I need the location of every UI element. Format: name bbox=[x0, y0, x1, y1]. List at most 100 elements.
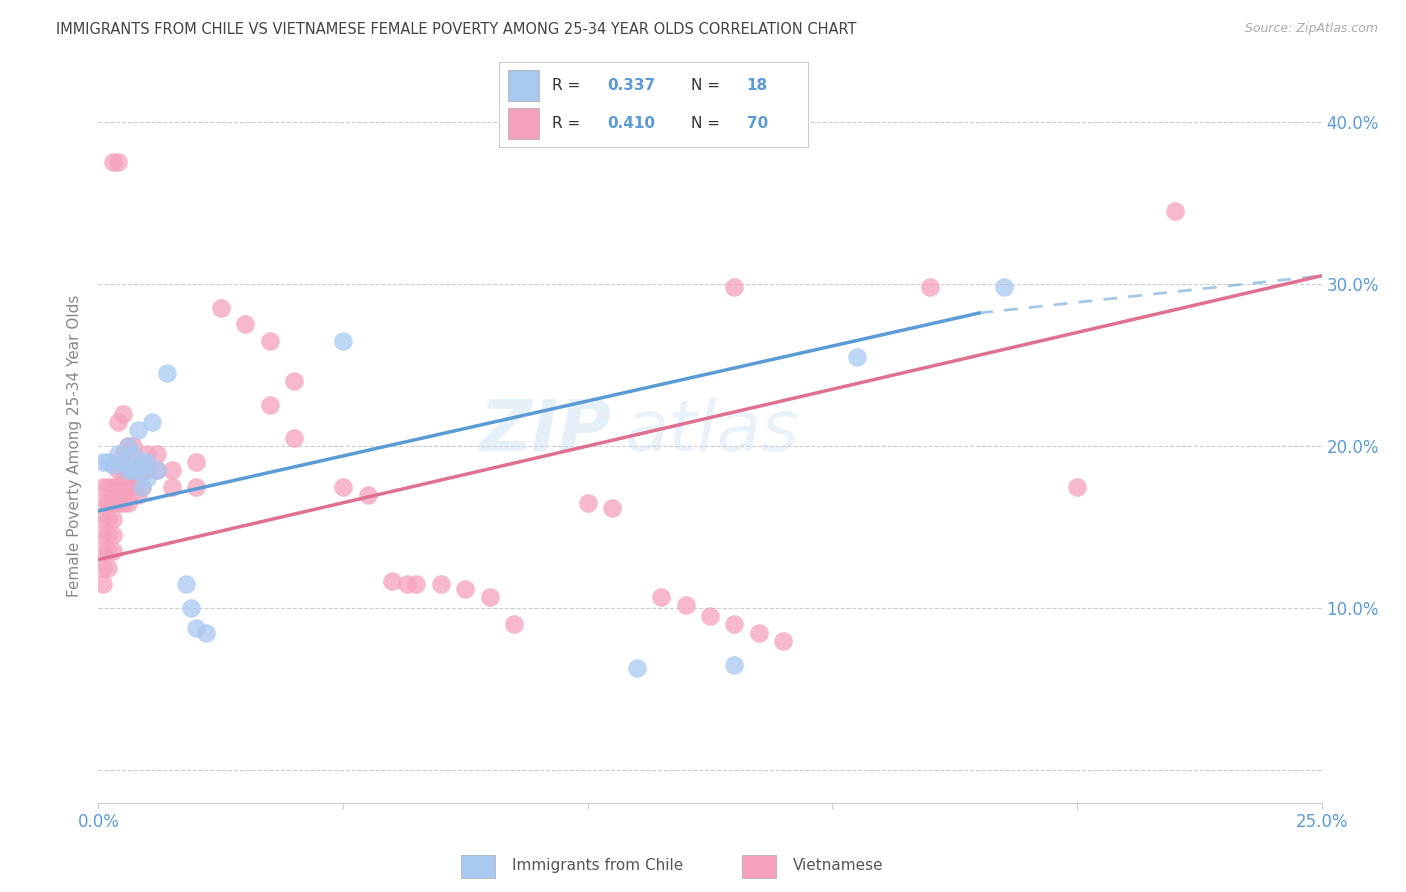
Point bbox=[91, 496, 114, 510]
Point bbox=[91, 544, 114, 558]
Point bbox=[121, 439, 143, 453]
Point bbox=[136, 455, 159, 469]
Point bbox=[723, 657, 745, 672]
Point bbox=[772, 633, 794, 648]
Point bbox=[1164, 203, 1187, 218]
Point bbox=[699, 609, 721, 624]
Point bbox=[160, 463, 183, 477]
Point bbox=[117, 439, 139, 453]
Point bbox=[97, 455, 120, 469]
Bar bbox=[509, 108, 540, 139]
Point bbox=[111, 447, 134, 461]
Point bbox=[117, 496, 139, 510]
Point bbox=[101, 458, 124, 473]
Point bbox=[186, 621, 208, 635]
Point bbox=[920, 280, 942, 294]
Text: ZIP: ZIP bbox=[479, 397, 612, 467]
Text: 0.337: 0.337 bbox=[607, 78, 655, 93]
Point bbox=[146, 447, 169, 461]
Text: Source: ZipAtlas.com: Source: ZipAtlas.com bbox=[1244, 22, 1378, 36]
Point bbox=[97, 496, 120, 510]
Point bbox=[91, 455, 114, 469]
Point bbox=[111, 479, 134, 493]
Point bbox=[91, 560, 114, 574]
Point bbox=[478, 590, 501, 604]
Point bbox=[186, 479, 208, 493]
Point bbox=[626, 661, 648, 675]
Point bbox=[117, 463, 139, 477]
Point bbox=[993, 280, 1015, 294]
Point bbox=[186, 455, 208, 469]
Point bbox=[97, 544, 120, 558]
Point bbox=[101, 544, 124, 558]
Point bbox=[107, 155, 129, 169]
Point bbox=[430, 577, 453, 591]
Text: 0.410: 0.410 bbox=[607, 116, 655, 131]
Point bbox=[107, 447, 129, 461]
Point bbox=[209, 301, 232, 315]
Point bbox=[127, 488, 149, 502]
Point bbox=[180, 601, 202, 615]
Point bbox=[503, 617, 526, 632]
Point bbox=[131, 463, 153, 477]
Point bbox=[156, 366, 179, 380]
Point bbox=[111, 455, 134, 469]
Point bbox=[259, 399, 281, 413]
Point bbox=[131, 479, 153, 493]
Point bbox=[127, 463, 149, 477]
Point bbox=[111, 407, 134, 421]
Text: R =: R = bbox=[551, 78, 585, 93]
Point bbox=[101, 528, 124, 542]
Point bbox=[131, 455, 153, 469]
Point bbox=[107, 463, 129, 477]
Point bbox=[107, 415, 129, 429]
Point bbox=[91, 577, 114, 591]
Point bbox=[101, 512, 124, 526]
Text: Immigrants from Chile: Immigrants from Chile bbox=[512, 858, 683, 872]
Point bbox=[454, 582, 477, 596]
Point bbox=[146, 463, 169, 477]
Bar bbox=[509, 70, 540, 101]
Point bbox=[127, 423, 149, 437]
Point bbox=[176, 577, 198, 591]
Point bbox=[127, 471, 149, 485]
Point bbox=[121, 447, 143, 461]
Text: IMMIGRANTS FROM CHILE VS VIETNAMESE FEMALE POVERTY AMONG 25-34 YEAR OLDS CORRELA: IMMIGRANTS FROM CHILE VS VIETNAMESE FEMA… bbox=[56, 22, 856, 37]
Point bbox=[91, 528, 114, 542]
Point bbox=[136, 463, 159, 477]
Point bbox=[121, 479, 143, 493]
Point bbox=[160, 479, 183, 493]
Point bbox=[650, 590, 672, 604]
Point bbox=[675, 598, 697, 612]
Point bbox=[91, 479, 114, 493]
Point bbox=[233, 318, 256, 332]
Text: 70: 70 bbox=[747, 116, 768, 131]
Point bbox=[117, 439, 139, 453]
Point bbox=[723, 617, 745, 632]
Point bbox=[131, 479, 153, 493]
Point bbox=[117, 463, 139, 477]
Point bbox=[136, 471, 159, 485]
Point bbox=[600, 500, 623, 515]
Point bbox=[259, 334, 281, 348]
Point bbox=[576, 496, 599, 510]
Text: N =: N = bbox=[690, 116, 724, 131]
Text: N =: N = bbox=[690, 78, 724, 93]
Text: R =: R = bbox=[551, 116, 585, 131]
Point bbox=[723, 280, 745, 294]
Point bbox=[283, 374, 305, 388]
Point bbox=[1066, 479, 1088, 493]
Point bbox=[97, 479, 120, 493]
Point bbox=[141, 415, 163, 429]
Point bbox=[111, 496, 134, 510]
Point bbox=[381, 574, 404, 588]
Point bbox=[107, 479, 129, 493]
Point bbox=[146, 463, 169, 477]
Bar bbox=[461, 855, 495, 878]
Point bbox=[91, 512, 114, 526]
Point bbox=[332, 334, 354, 348]
Point bbox=[283, 431, 305, 445]
Bar bbox=[742, 855, 776, 878]
Text: 18: 18 bbox=[747, 78, 768, 93]
Point bbox=[136, 447, 159, 461]
